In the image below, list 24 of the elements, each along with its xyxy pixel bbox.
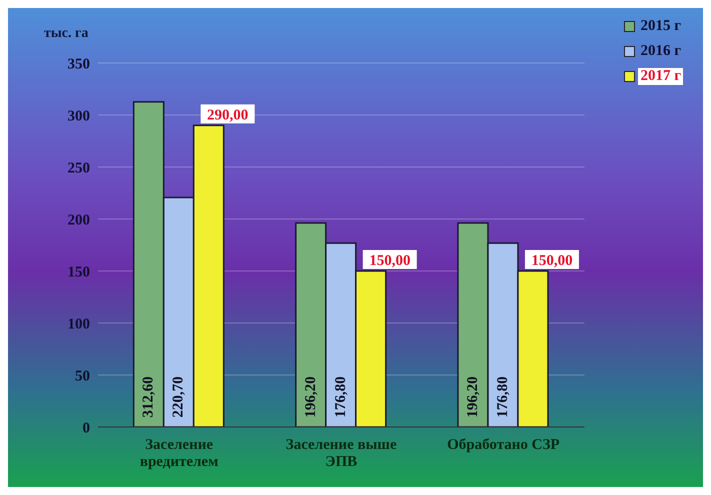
y-tick-label: 250	[68, 160, 90, 176]
data-label: 220,70	[170, 376, 187, 418]
data-label: 150,00	[531, 253, 573, 269]
y-tick-label: 150	[68, 264, 90, 280]
y-tick-label: 50	[75, 368, 90, 384]
legend-label: 2017 г	[638, 68, 683, 85]
y-tick-label: 0	[82, 420, 90, 436]
y-axis-title: тыс. га	[44, 26, 88, 42]
x-tick-label: Заселение вредителем	[140, 437, 218, 470]
data-label: 312,60	[140, 376, 157, 418]
y-tick-label: 200	[68, 212, 90, 228]
data-label: 150,00	[369, 253, 410, 269]
y-tick-label: 350	[68, 56, 90, 72]
legend-label: 2015 г	[639, 18, 682, 35]
data-label: 290,00	[207, 107, 248, 124]
data-label: 176,80	[494, 376, 511, 418]
legend-label: 2016 г	[639, 43, 682, 60]
x-tick-label: Заселение выше ЭПВ	[286, 437, 397, 470]
data-label: 176,80	[332, 376, 349, 418]
y-tick-label: 100	[68, 316, 90, 332]
x-tick-label: Обработано СЗР	[447, 437, 560, 453]
data-label: 196,20	[464, 376, 481, 418]
data-label: 196,20	[302, 376, 319, 418]
y-tick-label: 300	[68, 108, 90, 124]
